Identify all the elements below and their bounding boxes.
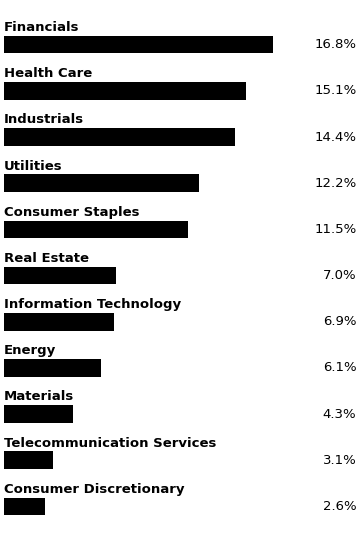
- Text: 15.1%: 15.1%: [314, 84, 356, 97]
- Bar: [4, 498, 45, 515]
- Text: Industrials: Industrials: [4, 113, 84, 126]
- Text: 11.5%: 11.5%: [314, 223, 356, 236]
- Text: 14.4%: 14.4%: [314, 131, 356, 143]
- Bar: [4, 82, 246, 100]
- Bar: [4, 129, 234, 146]
- Bar: [4, 451, 53, 469]
- Bar: [4, 405, 73, 423]
- Bar: [4, 36, 273, 54]
- Bar: [4, 313, 114, 330]
- Text: 2.6%: 2.6%: [323, 500, 356, 513]
- Bar: [4, 267, 116, 284]
- Text: Health Care: Health Care: [4, 67, 92, 80]
- Bar: [4, 359, 102, 377]
- Text: 3.1%: 3.1%: [323, 454, 356, 467]
- Bar: [4, 220, 188, 238]
- Text: 7.0%: 7.0%: [323, 269, 356, 282]
- Text: Consumer Discretionary: Consumer Discretionary: [4, 483, 184, 496]
- Text: Consumer Staples: Consumer Staples: [4, 206, 139, 219]
- Bar: [4, 174, 199, 192]
- Text: Energy: Energy: [4, 344, 56, 357]
- Text: Financials: Financials: [4, 21, 79, 34]
- Text: 12.2%: 12.2%: [314, 177, 356, 190]
- Text: Utilities: Utilities: [4, 160, 62, 173]
- Text: Real Estate: Real Estate: [4, 252, 89, 265]
- Text: 16.8%: 16.8%: [314, 38, 356, 51]
- Text: Materials: Materials: [4, 391, 74, 404]
- Text: 6.9%: 6.9%: [323, 315, 356, 328]
- Text: Information Technology: Information Technology: [4, 298, 181, 311]
- Text: 6.1%: 6.1%: [323, 362, 356, 375]
- Text: Telecommunication Services: Telecommunication Services: [4, 437, 216, 450]
- Text: 4.3%: 4.3%: [323, 408, 356, 421]
